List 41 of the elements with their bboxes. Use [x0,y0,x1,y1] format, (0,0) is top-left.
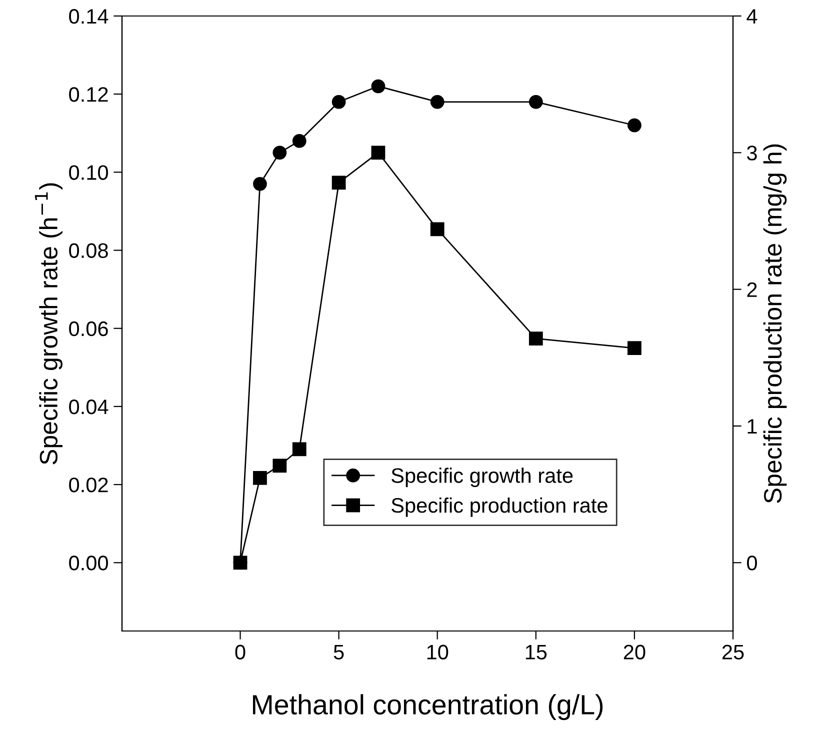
y2-tick-label: 0 [747,556,757,570]
y-tick-label: 0.12 [69,87,108,102]
point [528,94,543,109]
x-tick-label: 5 [334,644,344,660]
y2-axis-title: Specific production rate (mg/g h) [763,144,787,503]
x-tick-label: 0 [235,644,246,660]
point [332,94,346,109]
point [272,146,287,160]
legend-label: Specific production rate [392,498,608,517]
y-tick-label: 0.00 [69,556,108,570]
point [292,442,306,456]
x-tick-label: 20 [624,644,646,660]
x-tick-label: 10 [427,644,448,660]
y-tick-label: 0.04 [69,399,108,414]
y-axis-title: Specific growth rate (h$^{−1}$) [34,183,62,464]
y2-tick-label: 2 [747,282,757,297]
point [253,176,267,191]
point [272,458,287,473]
point [628,341,642,356]
point [371,79,386,94]
point [253,470,267,485]
point [430,222,444,236]
point [332,176,346,190]
point [233,556,248,570]
y-tick-label: 0.08 [69,243,108,258]
y2-tick-label: 3 [746,146,757,160]
y-tick-label: 0.10 [69,165,108,180]
y-tick-label: 0.14 [69,9,108,24]
point [371,146,386,160]
y2-tick-label: 1 [748,419,757,434]
point [628,118,642,132]
point [292,134,306,148]
point [430,94,444,109]
y-tick-label: 0.06 [69,321,108,336]
legend-label: Specific growth rate [392,468,573,488]
y-tick-label: 0.02 [69,478,108,492]
point [528,332,543,346]
x-tick-label: 15 [526,644,547,660]
x-tick-label: 25 [722,644,744,660]
y2-tick-label: 4 [746,9,758,24]
x-axis-title: Methanol concentration (g/L) [252,694,603,720]
